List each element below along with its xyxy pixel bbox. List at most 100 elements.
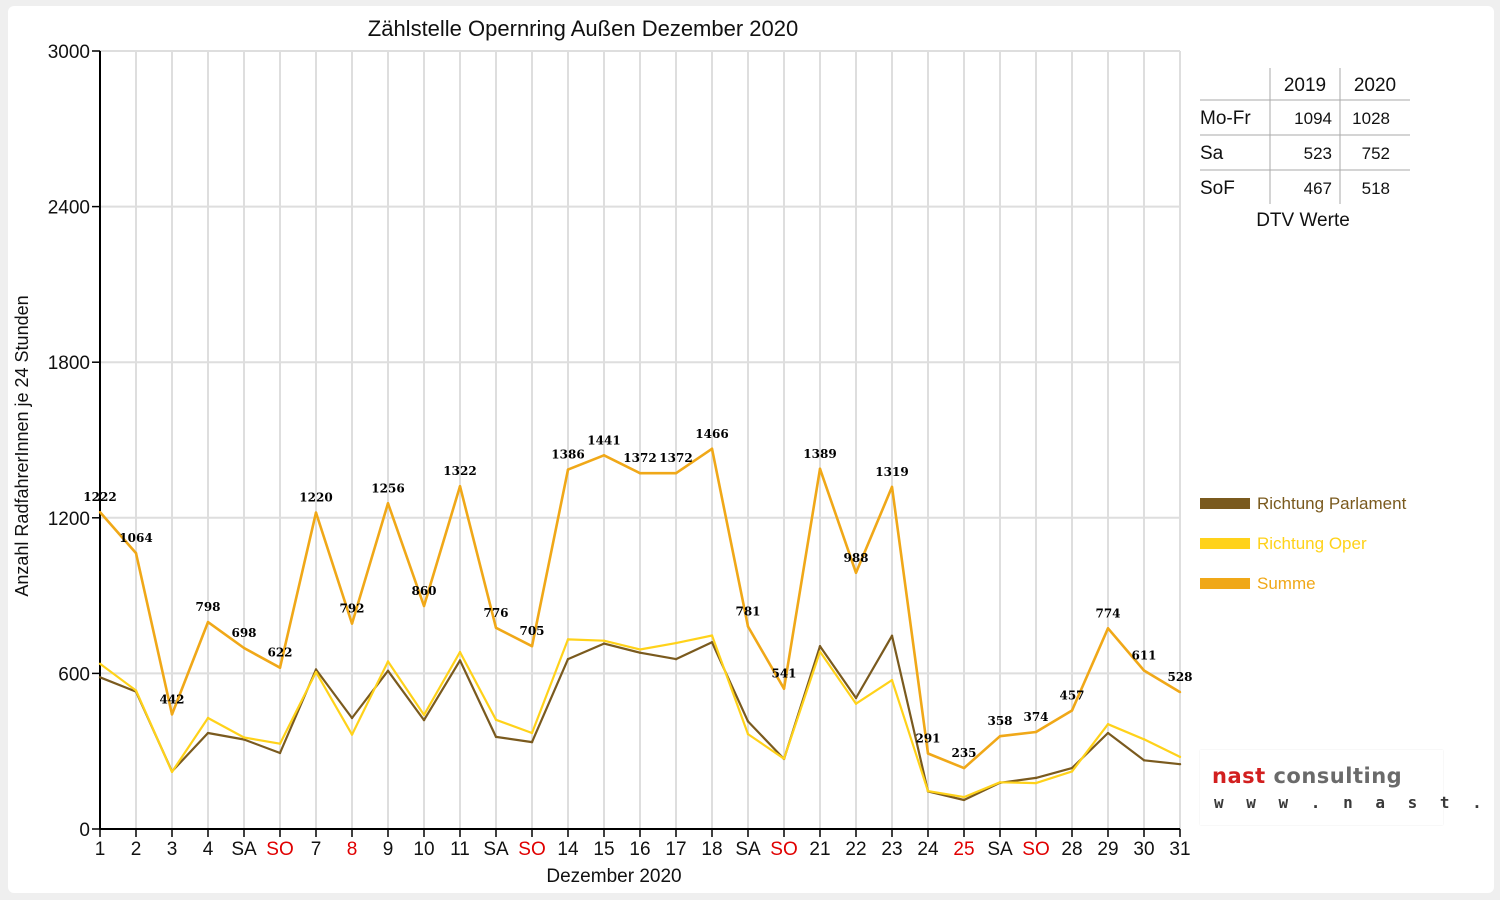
data-label: 1064 xyxy=(119,531,152,545)
data-point xyxy=(314,511,318,514)
x-tick-label: 22 xyxy=(845,839,866,860)
chart-title: Zählstelle Opernring Außen Dezember 2020 xyxy=(368,16,798,41)
data-point xyxy=(98,676,102,679)
data-point xyxy=(854,696,858,700)
x-tick-label: 31 xyxy=(1169,839,1190,860)
data-point xyxy=(386,502,390,505)
data-point xyxy=(566,638,570,641)
data-label: 374 xyxy=(1023,710,1048,724)
data-point xyxy=(782,687,786,690)
data-point xyxy=(818,650,822,653)
data-point xyxy=(602,454,606,457)
data-point xyxy=(926,789,930,793)
data-point xyxy=(710,634,714,637)
data-point xyxy=(530,740,534,744)
data-label: 611 xyxy=(1131,649,1156,663)
x-tick-label: 23 xyxy=(881,839,902,860)
x-tick-label: 29 xyxy=(1097,839,1118,860)
data-point xyxy=(566,657,570,661)
y-tick-label: 600 xyxy=(58,664,90,685)
y-tick-label: 0 xyxy=(79,820,90,841)
data-point xyxy=(1034,781,1038,785)
table-header: 2019 xyxy=(1284,75,1326,96)
data-point xyxy=(314,670,318,674)
x-tick-label: 7 xyxy=(311,839,322,860)
data-point xyxy=(98,510,102,514)
x-tick-label: SA xyxy=(483,839,509,860)
data-point xyxy=(998,781,1002,784)
data-point xyxy=(386,660,390,663)
x-tick-label: 30 xyxy=(1133,839,1154,860)
data-point xyxy=(242,738,246,741)
nast-logo: nast consulting w w w . n a s t . a t xyxy=(1200,750,1500,825)
y-tick-label: 2400 xyxy=(48,198,90,219)
data-point xyxy=(134,689,138,692)
data-label: 792 xyxy=(339,602,364,616)
data-point xyxy=(1070,766,1074,770)
data-label: 1389 xyxy=(803,447,836,461)
legend-label: Summe xyxy=(1257,574,1316,593)
data-label: 860 xyxy=(411,584,436,598)
data-point xyxy=(134,551,138,555)
data-point xyxy=(674,641,678,645)
x-tick-label: 8 xyxy=(347,839,358,860)
data-label: 698 xyxy=(231,626,256,640)
table-cell: 1094 xyxy=(1294,109,1332,128)
dtv-table: 2019 2020 Mo-Fr 1094 1028 Sa 523 752 SoF 467 518 DT… xyxy=(1200,68,1410,231)
data-point xyxy=(962,766,966,770)
x-tick-label: SA xyxy=(735,839,761,860)
table-cell: 467 xyxy=(1304,179,1332,198)
data-point xyxy=(170,713,174,716)
x-tick-label: 3 xyxy=(167,839,178,860)
table-row-label: SoF xyxy=(1200,178,1235,199)
data-point xyxy=(1142,759,1146,762)
data-point xyxy=(962,798,966,802)
data-point xyxy=(170,770,174,774)
data-label: 358 xyxy=(987,714,1012,728)
x-tick-label: 25 xyxy=(953,839,974,860)
data-point xyxy=(638,651,642,654)
table-cell: 752 xyxy=(1362,144,1390,163)
data-point xyxy=(422,718,426,722)
axes xyxy=(92,50,1181,837)
data-point xyxy=(602,642,606,645)
data-label: 622 xyxy=(267,646,292,660)
table-header: 2020 xyxy=(1354,75,1396,96)
data-point xyxy=(1178,690,1182,694)
data-point xyxy=(458,659,462,662)
table-row-label: Sa xyxy=(1200,143,1224,164)
x-tick-label: 16 xyxy=(629,839,650,860)
x-tick-label: 21 xyxy=(809,839,830,860)
logo-text-nast: nast xyxy=(1212,764,1266,788)
legend-swatch xyxy=(1200,538,1250,549)
data-label: 1220 xyxy=(299,491,332,505)
data-label: 988 xyxy=(843,551,868,565)
x-tick-label: SO xyxy=(770,839,797,860)
data-point xyxy=(350,716,354,720)
y-tick-label: 3000 xyxy=(48,42,90,63)
x-tick-label: SO xyxy=(1022,839,1049,860)
data-point xyxy=(746,732,750,736)
data-point xyxy=(494,626,498,629)
data-label: 798 xyxy=(195,600,220,614)
legend-swatch xyxy=(1200,498,1250,509)
data-point xyxy=(242,736,246,739)
data-point xyxy=(710,641,714,644)
data-point xyxy=(1070,770,1074,773)
data-label: 1256 xyxy=(371,481,404,495)
data-point xyxy=(458,650,462,654)
data-point xyxy=(1106,723,1110,726)
x-tick-label: 1 xyxy=(95,839,106,860)
x-tick-label: 9 xyxy=(383,839,394,860)
data-point xyxy=(818,644,822,648)
data-labels: 1222 1064 442 798 698 622 1220 792 1256 860 1322 77… xyxy=(83,427,1192,760)
table-row-label: Mo-Fr xyxy=(1200,108,1251,129)
data-point xyxy=(1070,709,1074,712)
data-point xyxy=(782,757,786,760)
data-point xyxy=(890,634,894,637)
legend-swatch xyxy=(1200,578,1250,589)
x-tick-label: 2 xyxy=(131,839,142,860)
data-point xyxy=(314,668,318,671)
data-point xyxy=(602,639,606,642)
grid xyxy=(100,50,1181,829)
